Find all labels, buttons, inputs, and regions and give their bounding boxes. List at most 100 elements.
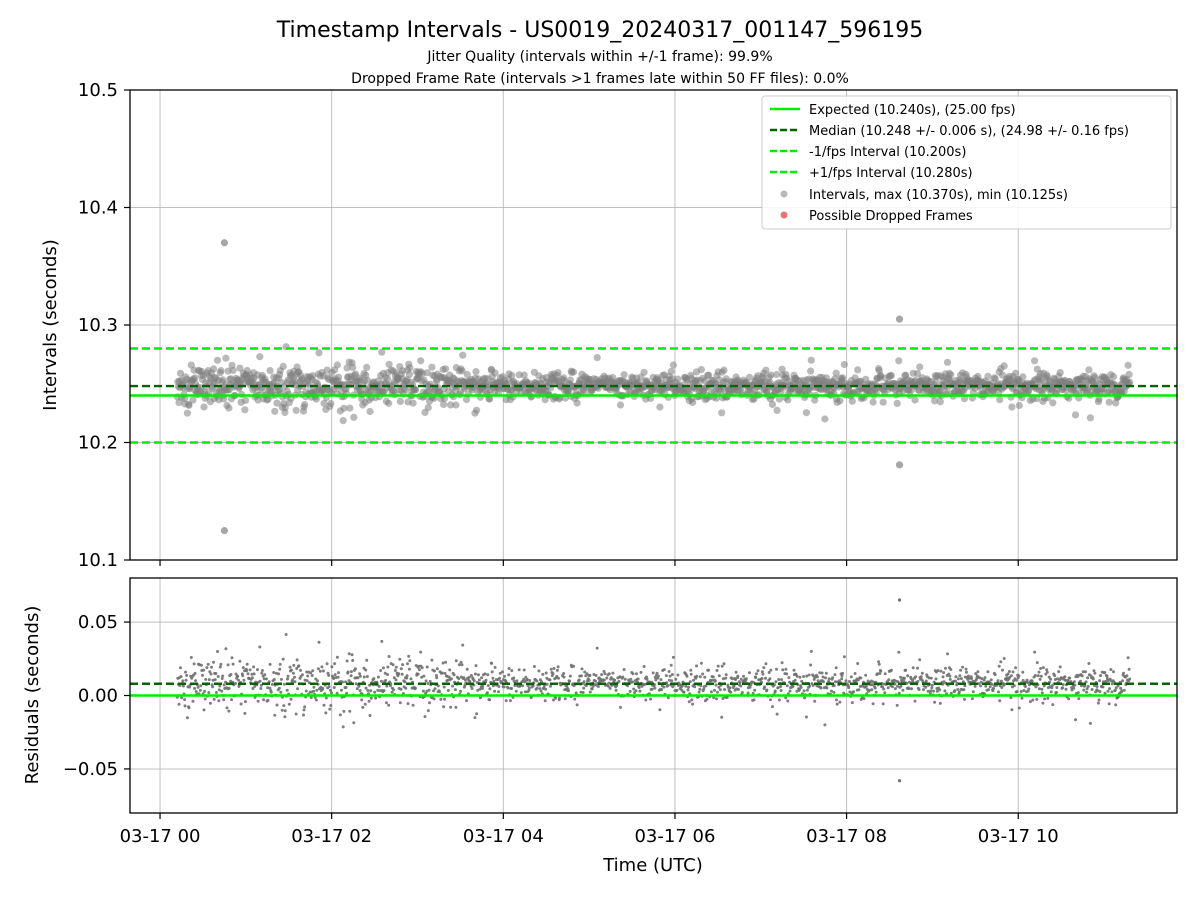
residual-point bbox=[1113, 688, 1117, 692]
residual-point bbox=[268, 662, 272, 666]
residual-point bbox=[970, 677, 974, 680]
residual-point bbox=[398, 701, 402, 705]
residual-point bbox=[216, 675, 220, 678]
residual-point bbox=[730, 677, 734, 681]
residual-point bbox=[1068, 676, 1072, 680]
residual-point bbox=[322, 703, 326, 707]
residual-point bbox=[444, 660, 448, 664]
residual-point bbox=[332, 677, 336, 680]
residual-point bbox=[558, 696, 561, 700]
residual-point bbox=[266, 698, 270, 702]
residual-point bbox=[1084, 670, 1087, 674]
residual-point bbox=[716, 664, 720, 668]
residual-point bbox=[328, 707, 332, 711]
interval-point bbox=[936, 398, 944, 406]
residual-point bbox=[756, 669, 760, 673]
residual-point bbox=[724, 673, 728, 677]
residual-point bbox=[897, 650, 901, 654]
residual-point bbox=[325, 662, 329, 666]
residual-point bbox=[341, 725, 345, 729]
residual-point bbox=[746, 691, 750, 695]
residual-point bbox=[1121, 679, 1125, 683]
residual-point bbox=[1017, 706, 1021, 710]
residual-point bbox=[874, 690, 878, 694]
residual-point bbox=[668, 674, 672, 678]
residual-point bbox=[1104, 679, 1108, 683]
residual-point bbox=[877, 662, 881, 666]
interval-point bbox=[281, 404, 289, 412]
residual-point bbox=[305, 670, 309, 674]
legend-label-plus-fps: +1/fps Interval (10.280s) bbox=[809, 166, 973, 181]
residual-point bbox=[467, 675, 471, 679]
residual-point bbox=[512, 676, 516, 680]
residual-point bbox=[889, 668, 893, 672]
interval-point bbox=[869, 398, 877, 406]
residual-point bbox=[551, 672, 555, 676]
interval-point bbox=[256, 353, 264, 361]
residual-point bbox=[605, 676, 609, 680]
residual-point bbox=[799, 685, 803, 689]
residual-point bbox=[345, 691, 349, 695]
residual-point bbox=[966, 674, 970, 678]
residual-point bbox=[335, 655, 339, 659]
residual-point bbox=[193, 687, 197, 690]
residual-point bbox=[210, 665, 213, 669]
residual-point bbox=[367, 699, 371, 703]
residual-point bbox=[740, 691, 744, 694]
residual-point bbox=[281, 657, 285, 661]
residual-point bbox=[336, 675, 340, 679]
residual-point bbox=[927, 676, 931, 680]
residual-point bbox=[628, 689, 632, 693]
interval-point bbox=[777, 387, 785, 396]
residual-point bbox=[949, 691, 953, 695]
residual-point bbox=[459, 660, 463, 664]
residual-point bbox=[911, 666, 915, 670]
residual-point bbox=[575, 703, 579, 707]
residual-point bbox=[523, 690, 527, 694]
residual-point bbox=[181, 684, 185, 688]
interval-point bbox=[383, 375, 392, 383]
residual-point bbox=[1035, 661, 1039, 665]
residual-point bbox=[793, 678, 797, 682]
interval-point bbox=[309, 372, 317, 380]
residual-point bbox=[642, 665, 646, 668]
residual-point bbox=[850, 701, 854, 705]
residual-point bbox=[250, 676, 254, 680]
residual-point bbox=[473, 672, 477, 676]
residual-point bbox=[338, 713, 342, 717]
interval-point bbox=[385, 360, 393, 368]
residual-point bbox=[251, 687, 255, 690]
residual-point bbox=[198, 688, 202, 692]
residual-point bbox=[1067, 697, 1071, 701]
residual-point bbox=[838, 700, 842, 704]
residual-point bbox=[689, 668, 693, 672]
residual-point bbox=[244, 700, 247, 704]
residual-point bbox=[213, 678, 217, 682]
residual-point bbox=[1019, 690, 1023, 693]
residual-point bbox=[715, 697, 718, 701]
interval-point bbox=[832, 369, 840, 377]
residual-point bbox=[788, 689, 792, 693]
interval-point bbox=[1012, 369, 1020, 377]
residual-point bbox=[286, 674, 290, 678]
interval-point bbox=[396, 397, 404, 405]
residual-point bbox=[280, 708, 284, 712]
residual-point bbox=[677, 681, 681, 685]
residual-point bbox=[1116, 684, 1120, 688]
residual-point bbox=[1096, 701, 1100, 705]
residual-point bbox=[203, 689, 207, 693]
residual-point bbox=[449, 677, 453, 681]
residual-point bbox=[717, 685, 721, 689]
residual-point bbox=[348, 709, 352, 713]
residual-point bbox=[406, 662, 409, 666]
bottom-x-ticks: 03-17 00 03-17 02 03-17 04 03-17 06 03-17 08… bbox=[120, 813, 1059, 847]
residual-point bbox=[472, 679, 476, 683]
residual-point bbox=[227, 709, 231, 713]
residual-point bbox=[662, 668, 666, 672]
residual-point bbox=[876, 672, 879, 676]
residual-point bbox=[434, 674, 438, 677]
residual-point bbox=[446, 689, 450, 692]
residual-point bbox=[554, 696, 558, 700]
residual-point bbox=[893, 687, 897, 691]
legend: Expected (10.240s), (25.00 fps) Median (… bbox=[761, 95, 1172, 230]
